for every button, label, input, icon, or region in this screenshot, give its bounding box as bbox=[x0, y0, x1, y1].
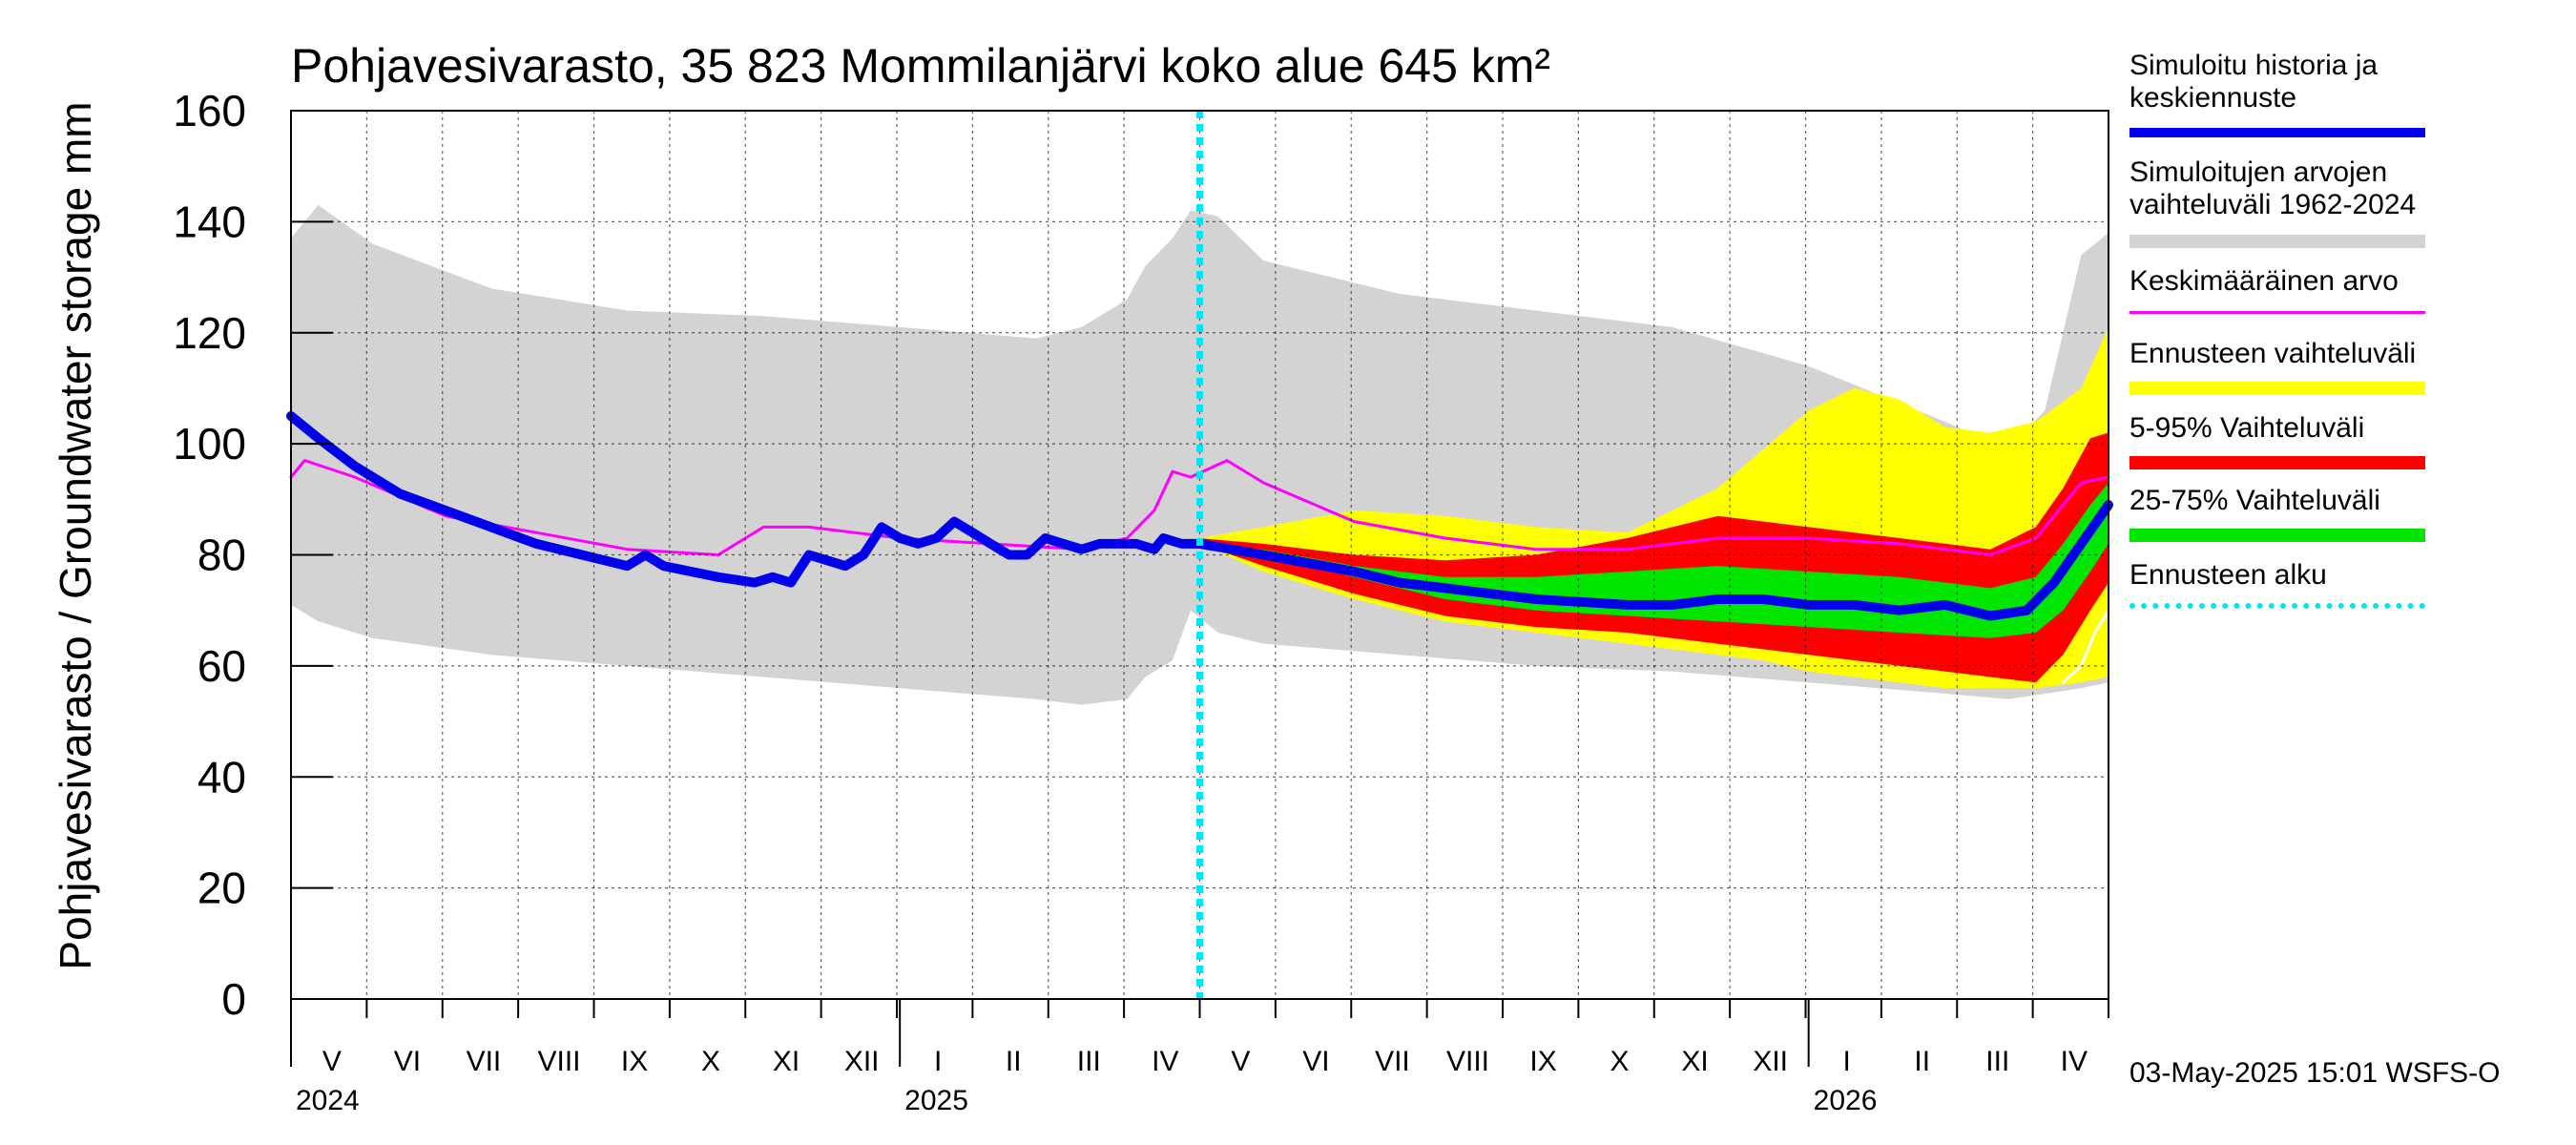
legend-item-history: Simuloitu historia ja keskiennuste bbox=[2129, 50, 2444, 137]
legend-swatch bbox=[2129, 382, 2425, 395]
x-month-label: I bbox=[934, 1046, 942, 1077]
legend-item-25-75: 25-75% Vaihteluväli bbox=[2129, 485, 2444, 542]
chart-title: Pohjavesivarasto, 35 823 Mommilanjärvi k… bbox=[291, 39, 1550, 93]
x-month-label: III bbox=[1985, 1046, 2009, 1077]
legend-item-simulated-range: Simuloitujen arvojen vaihteluväli 1962-2… bbox=[2129, 156, 2444, 248]
x-month-label: IV bbox=[2061, 1046, 2088, 1077]
x-month-label: VII bbox=[467, 1046, 502, 1077]
x-month-label: III bbox=[1077, 1046, 1101, 1077]
x-month-label: XII bbox=[1753, 1046, 1788, 1077]
x-year-label: 2026 bbox=[1814, 1085, 1878, 1116]
line-keskim-r-inen-arvo bbox=[289, 459, 2110, 556]
y-tick-label: 80 bbox=[197, 531, 246, 580]
legend-label: Ennusteen vaihteluväli bbox=[2129, 338, 2417, 369]
legend-swatch bbox=[2129, 128, 2425, 137]
y-tick-label: 140 bbox=[173, 197, 246, 246]
x-month-label: XI bbox=[1681, 1046, 1708, 1077]
legend-swatch bbox=[2129, 235, 2425, 248]
x-month-label: V bbox=[322, 1046, 342, 1077]
x-month-label: V bbox=[1231, 1046, 1250, 1077]
legend-label: Ennusteen alku bbox=[2129, 559, 2327, 591]
legend-swatch bbox=[2129, 311, 2425, 314]
x-year-label: 2025 bbox=[904, 1085, 968, 1116]
x-month-label: II bbox=[1914, 1046, 1930, 1077]
x-month-label: X bbox=[701, 1046, 720, 1077]
legend-swatch bbox=[2129, 603, 2425, 609]
x-month-label: VIII bbox=[537, 1046, 580, 1077]
x-month-label: II bbox=[1006, 1046, 1022, 1077]
x-month-label: I bbox=[1843, 1046, 1851, 1077]
y-axis-label: Pohjavesivarasto / Groundwater storage m… bbox=[51, 101, 100, 969]
x-month-label: XII bbox=[844, 1046, 880, 1077]
legend-item-forecast-range: Ennusteen vaihteluväli bbox=[2129, 338, 2444, 395]
y-tick-label: 40 bbox=[197, 752, 246, 802]
y-tick-label: 120 bbox=[173, 308, 246, 358]
x-month-label: XI bbox=[773, 1046, 800, 1077]
x-month-label: IX bbox=[621, 1046, 648, 1077]
x-month-label: VII bbox=[1375, 1046, 1410, 1077]
legend-item-forecast-start: Ennusteen alku bbox=[2129, 559, 2444, 609]
x-month-label: VIII bbox=[1446, 1046, 1489, 1077]
line-simuloitu-historia-ja-keskiennuste bbox=[286, 411, 2113, 621]
x-month-label: VI bbox=[394, 1046, 421, 1077]
legend-swatch bbox=[2129, 456, 2425, 469]
x-month-label: IX bbox=[1529, 1046, 1556, 1077]
legend-label: 5-95% Vaihteluväli bbox=[2129, 412, 2365, 444]
legend-label: Simuloitujen arvojen vaihteluväli 1962-2… bbox=[2129, 156, 2417, 220]
x-month-label: X bbox=[1610, 1046, 1630, 1077]
line-ennusteen-alin bbox=[2061, 609, 2110, 684]
legend-label: 25-75% Vaihteluväli bbox=[2129, 485, 2380, 516]
legend-swatch bbox=[2129, 529, 2425, 542]
y-tick-label: 100 bbox=[173, 419, 246, 468]
x-month-label: VI bbox=[1302, 1046, 1329, 1077]
legend-item-mean: Keskimääräinen arvo bbox=[2129, 265, 2444, 314]
y-tick-label: 0 bbox=[221, 974, 246, 1024]
timestamp: 03-May-2025 15:01 WSFS-O bbox=[2129, 1057, 2501, 1089]
y-tick-label: 60 bbox=[197, 641, 246, 691]
legend-label: Simuloitu historia ja keskiennuste bbox=[2129, 50, 2379, 114]
x-year-label: 2024 bbox=[296, 1085, 360, 1116]
y-tick-label: 20 bbox=[197, 864, 246, 913]
y-tick-label: 160 bbox=[173, 86, 246, 135]
legend-label: Keskimääräinen arvo bbox=[2129, 265, 2399, 297]
legend-item-5-95: 5-95% Vaihteluväli bbox=[2129, 412, 2444, 469]
x-month-label: IV bbox=[1152, 1046, 1178, 1077]
